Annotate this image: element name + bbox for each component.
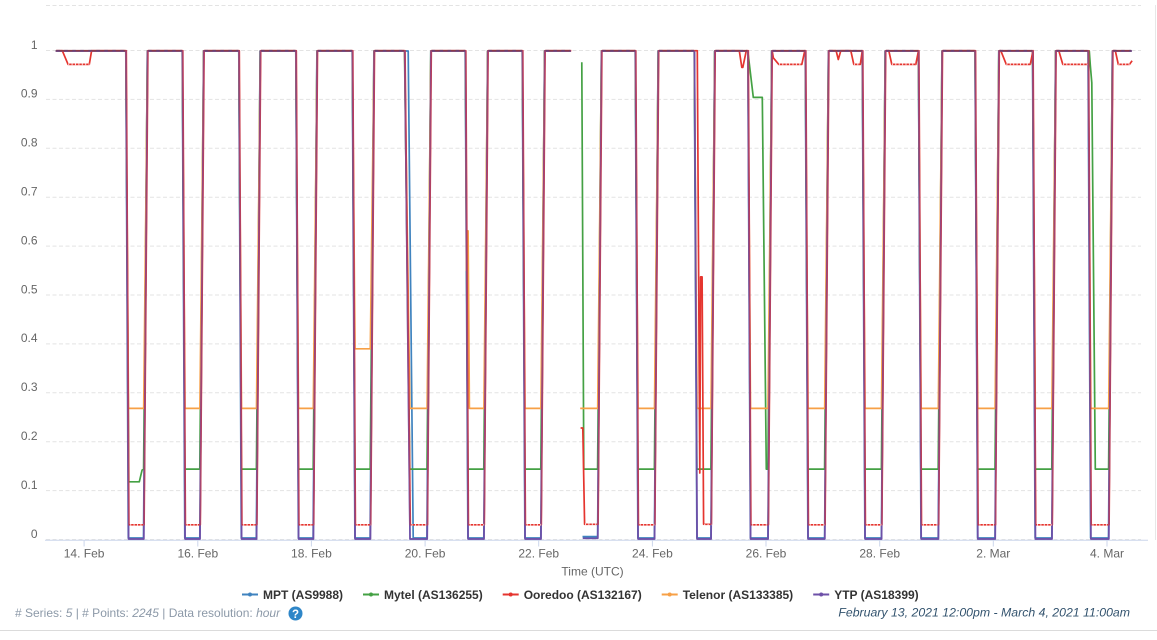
svg-text:4. Mar: 4. Mar bbox=[1090, 547, 1124, 561]
svg-text:Time (UTC): Time (UTC) bbox=[561, 565, 623, 579]
svg-text:2. Mar: 2. Mar bbox=[976, 547, 1010, 561]
svg-text:Ooredoo (AS132167): Ooredoo (AS132167) bbox=[524, 588, 642, 602]
svg-text:MPT (AS9988): MPT (AS9988) bbox=[263, 588, 343, 602]
svg-text:0.1: 0.1 bbox=[21, 478, 38, 492]
svg-text:0.5: 0.5 bbox=[21, 282, 38, 296]
svg-text:0.3: 0.3 bbox=[21, 380, 38, 394]
svg-text:0.6: 0.6 bbox=[21, 233, 38, 247]
svg-text:0.8: 0.8 bbox=[21, 136, 38, 150]
svg-text:0.9: 0.9 bbox=[21, 87, 38, 101]
svg-text:1: 1 bbox=[31, 38, 38, 52]
svg-text:# Series: 5 | # Points: 2245 |: # Series: 5 | # Points: 2245 | Data reso… bbox=[15, 606, 281, 620]
svg-text:Telenor (AS133385): Telenor (AS133385) bbox=[683, 588, 794, 602]
svg-text:0.2: 0.2 bbox=[21, 429, 38, 443]
svg-text:26. Feb: 26. Feb bbox=[746, 547, 787, 561]
svg-text:Mytel (AS136255): Mytel (AS136255) bbox=[384, 588, 483, 602]
svg-text:YTP (AS18399): YTP (AS18399) bbox=[834, 588, 919, 602]
svg-text:February 13, 2021 12:00pm - Ma: February 13, 2021 12:00pm - March 4, 202… bbox=[838, 606, 1130, 620]
svg-text:0.4: 0.4 bbox=[21, 331, 38, 345]
svg-text:14. Feb: 14. Feb bbox=[64, 547, 105, 561]
svg-text:0.7: 0.7 bbox=[21, 185, 38, 199]
svg-text:22. Feb: 22. Feb bbox=[518, 547, 559, 561]
svg-text:0: 0 bbox=[31, 527, 38, 541]
svg-text:16. Feb: 16. Feb bbox=[177, 547, 218, 561]
svg-text:20. Feb: 20. Feb bbox=[405, 547, 446, 561]
svg-text:28. Feb: 28. Feb bbox=[859, 547, 900, 561]
svg-text:?: ? bbox=[292, 609, 299, 621]
svg-text:18. Feb: 18. Feb bbox=[291, 547, 332, 561]
svg-text:24. Feb: 24. Feb bbox=[632, 547, 673, 561]
